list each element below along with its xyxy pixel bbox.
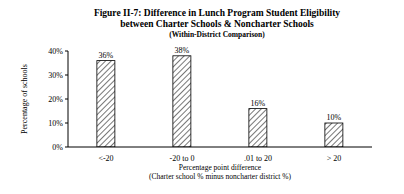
html-text:(Within-District Comparison): (Within-District Comparison) — [169, 30, 265, 39]
svg-text:20%: 20% — [48, 95, 63, 104]
svg-text:30%: 30% — [48, 71, 63, 80]
svg-text:-20 to 0: -20 to 0 — [170, 154, 195, 163]
svg-text:0%: 0% — [52, 143, 63, 152]
html-text:Percentage point difference: Percentage point difference — [178, 163, 262, 172]
svg-text:.01 to 20: .01 to 20 — [244, 154, 272, 163]
svg-text:16%: 16% — [251, 99, 266, 108]
html-text:(Charter school % minus noncha: (Charter school % minus noncharter distr… — [149, 172, 291, 181]
svg-text:36%: 36% — [99, 51, 114, 60]
svg-text:<-20: <-20 — [98, 154, 113, 163]
svg-text:40%: 40% — [48, 47, 63, 56]
svg-text:> 20: > 20 — [327, 154, 342, 163]
html-text:Figure II-7: Difference in Lun: Figure II-7: Difference in Lunch Program… — [93, 8, 341, 29]
svg-text:10%: 10% — [327, 113, 342, 122]
svg-text:10%: 10% — [48, 119, 63, 128]
svg-text:Percentage of schools: Percentage of schools — [20, 64, 29, 134]
svg-text:38%: 38% — [175, 46, 190, 55]
